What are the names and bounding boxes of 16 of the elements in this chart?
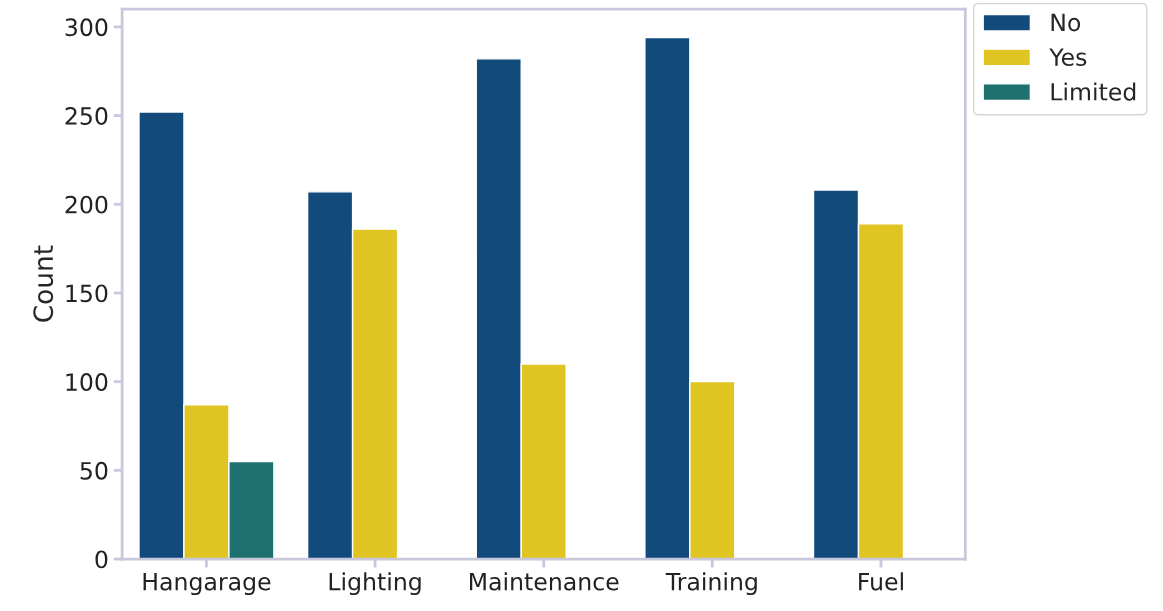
- legend-label: Limited: [1051, 82, 1136, 101]
- legend-label: No: [1051, 13, 1081, 32]
- y-tick-label: 200: [65, 195, 108, 214]
- y-tick-label: 250: [65, 107, 108, 125]
- y-tick-label: 300: [65, 18, 108, 37]
- x-tick-label: Training: [665, 572, 757, 596]
- x-tick-label: Fuel: [859, 572, 903, 591]
- y-axis-title: Count: [33, 245, 54, 322]
- x-tick-label: Maintenance: [469, 572, 619, 591]
- y-tick-label: 0: [95, 550, 108, 569]
- y-tick-label: 100: [66, 373, 108, 391]
- y-tick-label: 150: [66, 284, 108, 303]
- x-tick-label: Lighting: [329, 572, 421, 596]
- y-tick-label: 50: [80, 461, 108, 480]
- legend-label: Yes: [1049, 48, 1087, 67]
- x-tick-label: Hangarage: [143, 572, 271, 596]
